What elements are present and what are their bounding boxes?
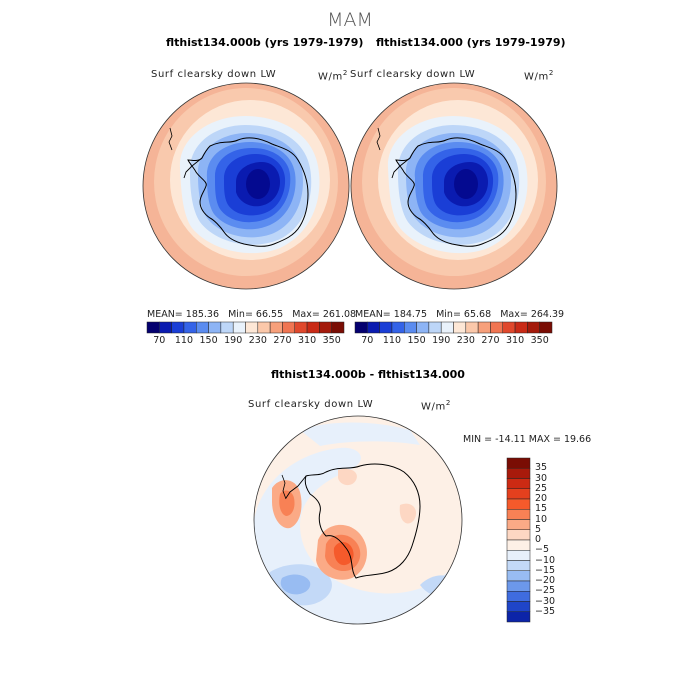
colorbar-tick-label: 270 (481, 335, 500, 346)
colorbar-tick-label: 230 (248, 335, 267, 346)
colorbar-cell (379, 321, 393, 334)
colorbar-tick-label: 350 (530, 335, 549, 346)
colorbar-tick-label: 110 (382, 335, 401, 346)
colorbar-cell (306, 321, 320, 334)
right-variable-label: Surf clearsky down LW (350, 69, 476, 80)
colorbar-level-label: −5 (535, 544, 550, 556)
colorbar-cell (506, 478, 531, 489)
colorbar-level-label: 5 (535, 523, 542, 535)
colorbar-cell (539, 321, 553, 334)
colorbar-tick-label: 150 (407, 335, 426, 346)
colorbar-level-label: −25 (535, 585, 556, 597)
colorbar-level-label: −35 (535, 605, 556, 617)
colorbar-cell (416, 321, 430, 334)
colorbar-cell (506, 601, 531, 612)
right-panel-stats: MEAN= 184.75 Min= 65.68 Max= 264.39 (355, 309, 565, 320)
colorbar-cell (428, 321, 442, 334)
colorbar-level-label: −15 (535, 564, 556, 576)
left-colorbar (146, 321, 345, 334)
colorbar-level-label: 0 (535, 534, 542, 545)
colorbar-cell (506, 509, 531, 520)
colorbar-cell (514, 321, 528, 334)
right-units-label: W/m2 (524, 69, 554, 83)
colorbar-cell (404, 321, 417, 334)
colorbar-cell (319, 321, 332, 334)
colorbar-cell (506, 570, 531, 582)
colorbar-cell (506, 611, 531, 623)
colorbar-cell (196, 321, 209, 334)
colorbar-tick-label: 150 (199, 335, 218, 346)
colorbar-cell (367, 321, 380, 334)
colorbar-tick-label: 350 (322, 335, 341, 346)
colorbar-tick-label: 70 (361, 335, 374, 346)
colorbar-cell (245, 321, 259, 334)
colorbar-cell (506, 468, 531, 479)
right-polar-map (350, 82, 558, 290)
colorbar-cell (506, 488, 531, 500)
colorbar-level-label: 15 (535, 503, 548, 515)
colorbar-cell (232, 321, 246, 334)
colorbar-cell (506, 498, 531, 510)
colorbar-cell (502, 321, 516, 334)
colorbar-tick-label: 70 (153, 335, 166, 346)
difference-polar-map (253, 415, 463, 625)
left-panel-stats: MEAN= 185.36 Min= 66.55 Max= 261.08 (147, 309, 357, 320)
colorbar-level-label: −20 (535, 575, 556, 586)
colorbar-level-label: 10 (535, 513, 548, 525)
colorbar-cell (269, 321, 283, 334)
colorbar-cell (465, 321, 479, 334)
right-colorbar (354, 321, 553, 334)
colorbar-tick-label: 310 (297, 335, 317, 346)
colorbar-cell (440, 321, 454, 334)
colorbar-level-label: −30 (535, 595, 556, 607)
colorbar-cell (220, 321, 234, 334)
colorbar-level-label: −10 (535, 554, 556, 566)
colorbar-level-label: 20 (535, 493, 548, 504)
diff-variable-label: Surf clearsky down LW (248, 399, 374, 410)
colorbar-tick-label: 310 (505, 335, 525, 346)
colorbar-cell (146, 321, 160, 334)
colorbar-level-label: 25 (535, 482, 548, 494)
colorbar-cell (171, 321, 185, 334)
diff-panel-title: flthist134.000b - flthist134.000 (271, 368, 465, 381)
season-title: MAM (327, 9, 373, 31)
colorbar-cell (490, 321, 503, 334)
colorbar-cell (257, 321, 271, 334)
colorbar-cell (331, 321, 345, 334)
colorbar-cell (506, 560, 531, 571)
colorbar-cell (294, 321, 308, 334)
right-panel-title: flthist134.000 (yrs 1979-1979) (376, 36, 566, 49)
colorbar-cell (391, 321, 405, 334)
colorbar-tick-label: 190 (432, 335, 451, 346)
colorbar-cell (506, 591, 531, 602)
left-units-label: W/m2 (318, 69, 348, 83)
colorbar-cell (506, 539, 531, 551)
colorbar-cell (506, 550, 531, 561)
colorbar-tick-label: 270 (273, 335, 292, 346)
colorbar-cell (477, 321, 491, 334)
colorbar-tick-label: 230 (456, 335, 475, 346)
colorbar-cell (282, 321, 295, 334)
colorbar-tick-label: 190 (224, 335, 243, 346)
colorbar-cell (506, 529, 531, 541)
left-polar-map (142, 82, 350, 290)
diff-units-label: W/m2 (421, 399, 451, 413)
diff-panel-stats: MIN = -14.11 MAX = 19.66 (463, 434, 592, 445)
colorbar-tick-label: 110 (174, 335, 193, 346)
colorbar-cell (354, 321, 368, 334)
colorbar-cell (506, 457, 531, 469)
colorbar-level-label: 30 (535, 472, 548, 484)
colorbar-cell (506, 580, 531, 592)
colorbar-level-label: 35 (535, 462, 548, 474)
left-panel-title: flthist134.000b (yrs 1979-1979) (166, 36, 364, 49)
colorbar-cell (506, 519, 531, 530)
colorbar-cell (453, 321, 467, 334)
colorbar-cell (159, 321, 172, 334)
colorbar-cell (527, 321, 540, 334)
colorbar-cell (183, 321, 197, 334)
difference-colorbar (506, 457, 531, 623)
left-variable-label: Surf clearsky down LW (151, 69, 277, 80)
colorbar-cell (208, 321, 222, 334)
